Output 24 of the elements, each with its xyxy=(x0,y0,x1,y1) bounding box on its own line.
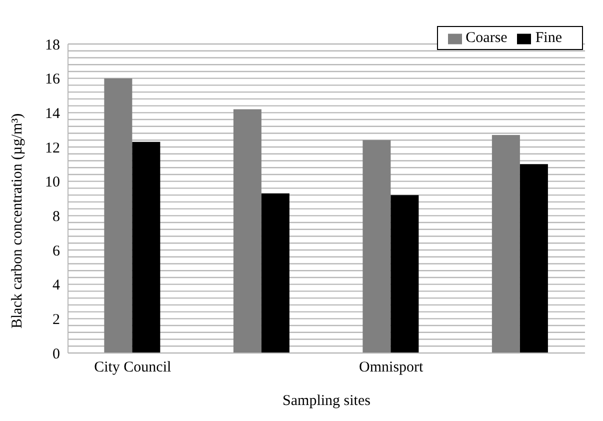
bar xyxy=(520,164,548,353)
bar xyxy=(492,134,520,353)
y-tick-label: 10 xyxy=(45,174,60,191)
bar xyxy=(104,78,132,353)
bar xyxy=(233,109,262,353)
y-tick-label: 8 xyxy=(52,208,60,225)
x-axis-title: Sampling sites xyxy=(282,393,371,409)
bar xyxy=(132,142,160,353)
legend-label: Coarse xyxy=(466,30,508,46)
bar xyxy=(261,193,290,353)
y-tick-label: 18 xyxy=(45,37,60,54)
bar xyxy=(390,195,419,353)
legend-label: Fine xyxy=(535,30,562,46)
x-tick-label: City Council xyxy=(94,360,172,376)
y-tick-label: 4 xyxy=(52,278,60,294)
x-tick-label: Omnisport xyxy=(359,360,424,376)
y-tick-label: 0 xyxy=(52,346,60,362)
y-tick-label: 2 xyxy=(52,312,60,328)
y-axis-title: Black carbon concentration (µg/m³) xyxy=(9,113,26,328)
y-tick-label: 14 xyxy=(45,106,60,122)
y-tick-label: 6 xyxy=(52,243,60,260)
y-tick-label: 12 xyxy=(45,140,60,156)
bar xyxy=(362,140,391,353)
y-tick-label: 16 xyxy=(45,72,60,88)
